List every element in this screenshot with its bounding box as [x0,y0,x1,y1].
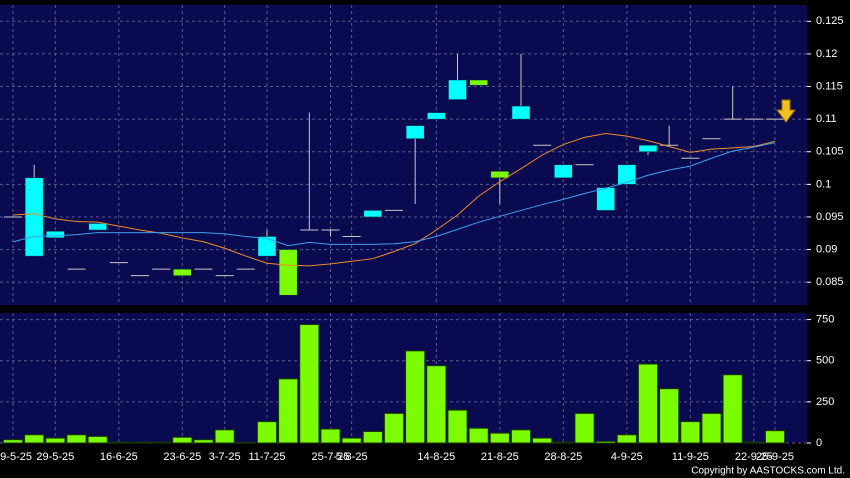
volume-bar [129,441,151,444]
volume-bar [616,434,637,444]
candle-body [617,164,637,185]
volume-bar [151,441,172,444]
x-tick-label: 22-9-25 [735,451,773,463]
x-tick-label: 29-5-25 [36,451,74,463]
volume-bar [701,412,722,444]
moving-average-line [12,142,776,247]
volume-bar [426,365,447,444]
volume-bar [362,430,383,444]
volume-bar [764,430,786,444]
y-tick-label: 0.12 [816,48,837,60]
marks: 0.085 0.09 0.095 0.1 0.105 0.11 0.115 0.12 0.125… [0,5,844,463]
volume-bar [256,421,278,444]
candle-body [511,105,531,120]
candle-body [490,171,510,179]
arrow-icon [776,99,796,123]
candle-body [638,144,658,152]
x-tick-label: 16-6-25 [100,451,138,463]
volume-bar [447,409,468,444]
volume-bar [574,412,595,444]
volume-bar [341,437,362,444]
volume-bar [2,439,24,444]
x-tick-label: 14-8-25 [417,451,455,463]
candle-body [278,249,298,296]
y-tick-label: 500 [816,355,834,367]
candle-body [88,223,107,231]
volume-bar [24,434,45,444]
y-tick-label: 0.115 [816,80,843,92]
volume-bar [87,435,108,444]
y-tick-label: 0.125 [816,15,844,27]
moving-average-line [12,132,776,267]
x-tick-label: 4-9-25 [611,451,643,463]
y-tick-label: 0.085 [816,276,844,288]
x-tick-label: 11-9-25 [672,451,709,463]
candle-body [554,164,573,179]
copyright: Copyright by AASTOCKS.com Ltd. [691,466,845,477]
candle-body [46,231,65,239]
y-tick-label: 0.105 [816,146,844,158]
y-tick-label: 0.11 [816,113,837,125]
x-tick-label: 5-8-25 [336,451,368,463]
y-tick-label: 0 [816,437,822,449]
candle-body [257,236,277,257]
volume-bar [468,427,489,444]
volume-bar [405,350,426,444]
candle-body [427,112,446,120]
volume-bar [299,324,320,444]
volume-bar [532,437,553,444]
volume-bar [553,441,574,444]
volume-bar [45,437,66,444]
y-tick-label: 0.095 [816,211,844,223]
volume-bar [659,388,680,444]
volume-bar [637,363,659,444]
x-tick-label: 21-8-25 [481,451,519,463]
y-tick-label: 0.1 [816,178,831,190]
x-tick-label: 25-9-25 [756,451,794,463]
candle-body [24,177,44,257]
y-tick-label: 250 [816,396,834,408]
volume-bar [320,428,341,444]
x-tick-label: 23-6-25 [163,451,201,463]
candle-body [405,125,425,139]
x-tick-label: 19-5-25 [0,451,32,463]
x-tick-label: 28-8-25 [544,451,582,463]
x-tick-label: 25-7-25 [312,451,350,463]
candle-body [596,187,615,211]
volume-bar [595,440,616,444]
volume-bar [108,441,129,444]
volume-bar [278,378,299,444]
candle-body [363,210,383,218]
volume-bar [743,441,764,444]
volume-bar [510,429,532,444]
volume-bar [214,429,235,444]
volume-bar [680,421,701,444]
y-tick-label: 0.09 [816,243,837,255]
volume-bar [489,432,510,444]
volume-bar [722,374,743,444]
candle-body [173,268,192,276]
x-tick-label: 3-7-25 [209,451,241,463]
volume-bar [383,412,405,444]
price-panel [0,5,807,305]
volume-bar [172,436,193,444]
candle-body [448,79,467,100]
x-tick-label: 11-7-25 [248,451,285,463]
candle-body [469,79,488,86]
volume-bar [66,434,87,444]
y-tick-label: 750 [816,313,834,325]
volume-bar [193,439,214,444]
